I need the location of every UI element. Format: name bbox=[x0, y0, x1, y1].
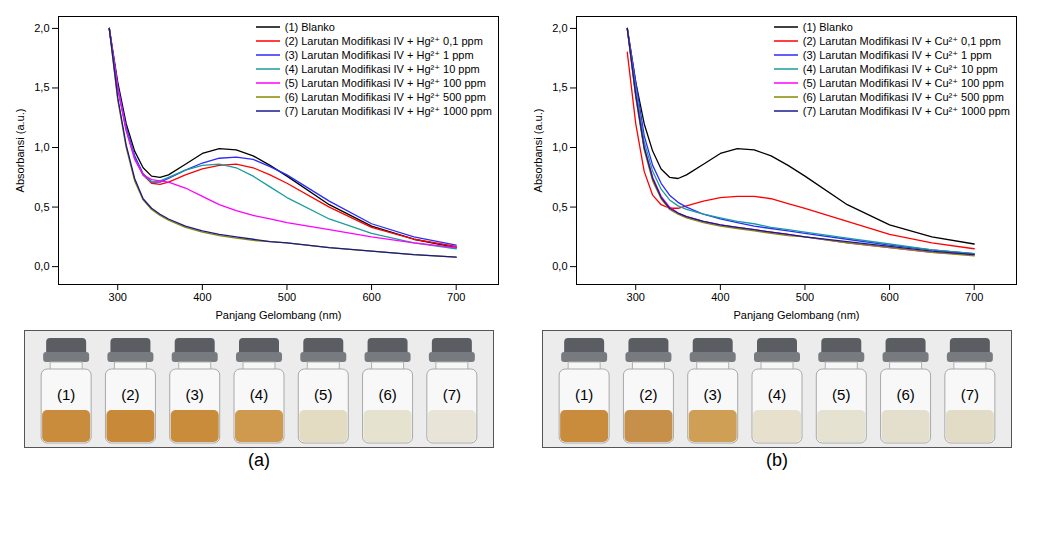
svg-text:300: 300 bbox=[627, 291, 645, 303]
svg-text:600: 600 bbox=[362, 291, 380, 303]
svg-text:(2): (2) bbox=[121, 386, 139, 403]
html-text:(7) Larutan Modifikasi IV + Cu: (7) Larutan Modifikasi IV + Cu²⁺ 1000 pp… bbox=[802, 105, 1010, 117]
svg-text:1,5: 1,5 bbox=[552, 81, 567, 93]
svg-text:(2): (2) bbox=[639, 386, 657, 403]
svg-text:400: 400 bbox=[711, 291, 729, 303]
svg-text:Absorbansi (a.u.): Absorbansi (a.u.) bbox=[532, 109, 544, 193]
svg-text:(6): (6) bbox=[378, 386, 396, 403]
html-text:(2) Larutan Modifikasi IV + Cu: (2) Larutan Modifikasi IV + Cu²⁺ 0,1 ppm bbox=[802, 35, 1001, 47]
svg-text:(3): (3) bbox=[186, 386, 204, 403]
svg-text:Absorbansi (a.u.): Absorbansi (a.u.) bbox=[14, 109, 26, 193]
html-text:(1) Blanko: (1) Blanko bbox=[284, 21, 335, 33]
html-text:(6) Larutan Modifikasi IV + Hg: (6) Larutan Modifikasi IV + Hg²⁺ 500 ppm bbox=[284, 91, 486, 103]
svg-text:600: 600 bbox=[880, 291, 898, 303]
svg-text:400: 400 bbox=[193, 291, 211, 303]
html-text:(a): (a) bbox=[248, 450, 270, 470]
html-text:(5) Larutan Modifikasi IV + Hg: (5) Larutan Modifikasi IV + Hg²⁺ 100 ppm bbox=[284, 77, 486, 89]
html-text:(1) Blanko: (1) Blanko bbox=[802, 21, 853, 33]
html-text:(4) Larutan Modifikasi IV + Hg: (4) Larutan Modifikasi IV + Hg²⁺ 10 ppm bbox=[284, 63, 480, 75]
svg-text:1,5: 1,5 bbox=[34, 81, 49, 93]
svg-text:(3): (3) bbox=[704, 386, 722, 403]
svg-text:0,0: 0,0 bbox=[34, 260, 49, 272]
svg-text:0,0: 0,0 bbox=[552, 260, 567, 272]
svg-text:(6): (6) bbox=[896, 386, 914, 403]
svg-text:300: 300 bbox=[109, 291, 127, 303]
svg-text:(4): (4) bbox=[768, 386, 786, 403]
svg-text:(7): (7) bbox=[443, 386, 461, 403]
html-text:(4) Larutan Modifikasi IV + Cu: (4) Larutan Modifikasi IV + Cu²⁺ 10 ppm bbox=[802, 63, 998, 75]
svg-text:2,0: 2,0 bbox=[552, 22, 567, 34]
svg-text:1,0: 1,0 bbox=[34, 141, 49, 153]
svg-text:500: 500 bbox=[796, 291, 814, 303]
html-text:(2) Larutan Modifikasi IV + Hg: (2) Larutan Modifikasi IV + Hg²⁺ 0,1 ppm bbox=[284, 35, 483, 47]
svg-text:0,5: 0,5 bbox=[552, 201, 567, 213]
svg-text:700: 700 bbox=[965, 291, 983, 303]
html-text:(7) Larutan Modifikasi IV + Hg: (7) Larutan Modifikasi IV + Hg²⁺ 1000 pp… bbox=[284, 105, 492, 117]
svg-text:1,0: 1,0 bbox=[552, 141, 567, 153]
svg-text:(7): (7) bbox=[961, 386, 979, 403]
svg-text:500: 500 bbox=[278, 291, 296, 303]
svg-text:700: 700 bbox=[447, 291, 465, 303]
html-text:(5) Larutan Modifikasi IV + Cu: (5) Larutan Modifikasi IV + Cu²⁺ 100 ppm bbox=[802, 77, 1004, 89]
svg-text:(5): (5) bbox=[314, 386, 332, 403]
svg-text:(1): (1) bbox=[575, 386, 593, 403]
svg-text:(4): (4) bbox=[250, 386, 268, 403]
svg-text:(1): (1) bbox=[57, 386, 75, 403]
html-text:(b): (b) bbox=[766, 450, 788, 470]
svg-text:2,0: 2,0 bbox=[34, 22, 49, 34]
svg-text:0,5: 0,5 bbox=[34, 201, 49, 213]
html-text:(3) Larutan Modifikasi IV + Hg: (3) Larutan Modifikasi IV + Hg²⁺ 1 ppm bbox=[284, 49, 474, 61]
html-text:(6) Larutan Modifikasi IV + Cu: (6) Larutan Modifikasi IV + Cu²⁺ 500 ppm bbox=[802, 91, 1004, 103]
html-text:(3) Larutan Modifikasi IV + Cu: (3) Larutan Modifikasi IV + Cu²⁺ 1 ppm bbox=[802, 49, 992, 61]
svg-text:Panjang Gelombang (nm): Panjang Gelombang (nm) bbox=[216, 309, 342, 321]
svg-text:(5): (5) bbox=[832, 386, 850, 403]
svg-text:Panjang Gelombang (nm): Panjang Gelombang (nm) bbox=[734, 309, 860, 321]
